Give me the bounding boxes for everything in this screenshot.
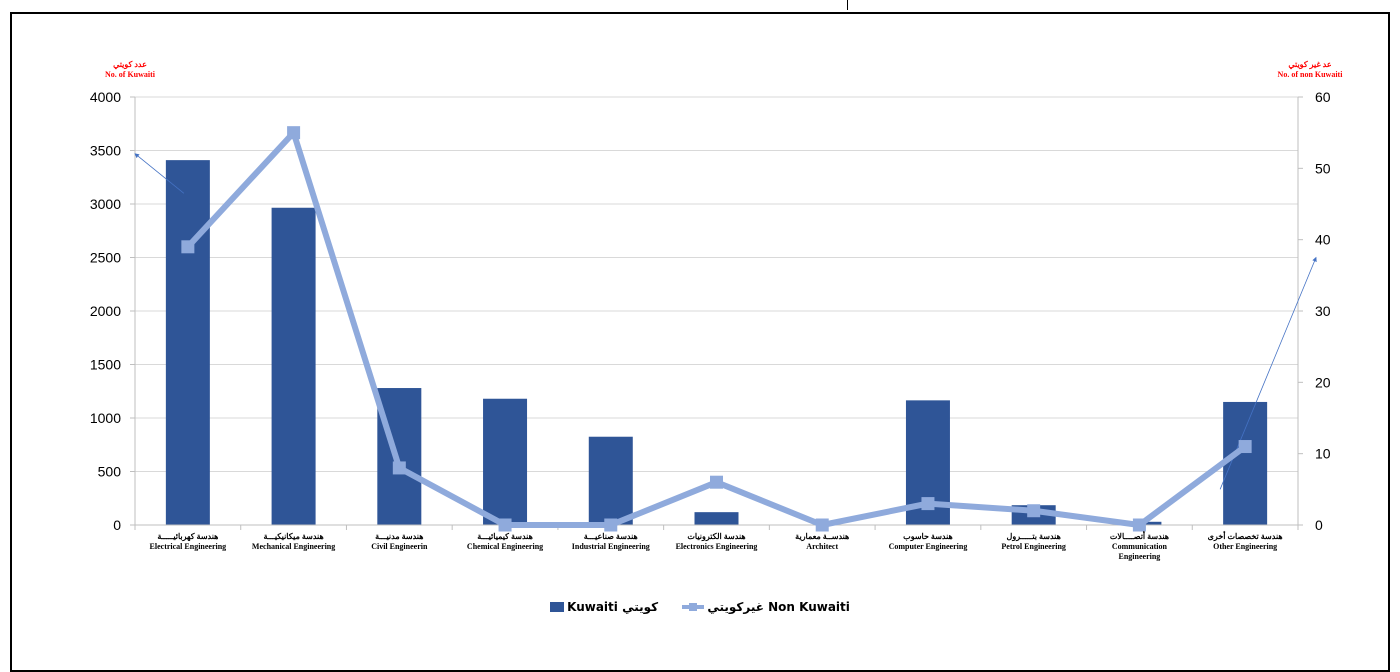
category-label-line: Industrial Engineering [572, 542, 650, 551]
line-marker-1 [287, 126, 301, 140]
category-label-line: Architect [806, 542, 838, 551]
legend-item-kuwaiti: Kuwaiti كويتي [550, 600, 658, 614]
line-marker-8 [1027, 504, 1041, 518]
right-tick-label-1: 10 [1315, 446, 1331, 462]
category-label-10: هندسة تخصصات أخرى Other Engineering [1208, 529, 1283, 551]
bar-3 [483, 398, 528, 525]
bar-1 [271, 207, 316, 525]
category-label-line: هندسة حاسوب [903, 532, 953, 542]
right-axis-title-ar: عد غير كويتي [1288, 60, 1332, 69]
category-label-3: هندسة كيميائيـــة Chemical Engineering [467, 532, 543, 551]
category-label-line: Chemical Engineering [467, 542, 543, 551]
bar-4 [588, 436, 633, 525]
right-tick-label-6: 60 [1315, 89, 1331, 105]
line-series-non-kuwaiti [181, 126, 1252, 532]
left-axis-title-en: No. of Kuwaiti [105, 70, 155, 79]
category-label-line: هندسة أتصــــالات [1110, 529, 1169, 541]
category-label-line: هندسة بتـــــرول [1007, 532, 1061, 542]
line-marker-10 [1238, 440, 1252, 454]
right-tick-label-4: 40 [1315, 232, 1331, 248]
legend-label-non-kuwaiti: غيركويتي Non Kuwaiti [707, 600, 850, 614]
category-label-4: هندسة صناعيـــة Industrial Engineering [572, 532, 650, 551]
left-axis-title: عدد كويتي No. of Kuwaiti [70, 60, 190, 80]
line-marker-2 [392, 461, 406, 475]
category-label-line: Communication [1112, 542, 1168, 551]
left-tick-label-1: 500 [98, 464, 122, 480]
left-axis-title-ar: عدد كويتي [113, 60, 147, 69]
right-tick-label-0: 0 [1315, 517, 1323, 533]
category-label-line: Engineering [1119, 552, 1161, 561]
category-label-line: Electrical Engineering [150, 542, 227, 551]
non-kuwaiti-line [185, 129, 1247, 528]
category-label-line: Petrol Engineering [1001, 542, 1066, 551]
top-edge-mark [847, 0, 848, 10]
right-tick-label-2: 20 [1315, 374, 1331, 390]
tick-labels: 0 500 1000 1500 2000 2500 3000 3500 4000 0 10 20 30 4… [90, 89, 1331, 533]
category-label-8: هندسة بتـــــرول Petrol Engineering [1001, 532, 1066, 551]
category-label-5: هندسة الكترونيات Electronics Engineering [676, 532, 758, 551]
left-tick-label-0: 0 [113, 517, 121, 533]
category-label-line: هندسة الكترونيات [687, 532, 745, 542]
right-axis-title-en: No. of non Kuwaiti [1277, 70, 1343, 79]
left-tick-label-3: 1500 [90, 357, 121, 373]
bar-2 [377, 388, 422, 525]
category-label-line: Mechanical Engineering [252, 542, 335, 551]
right-tick-label-5: 50 [1315, 160, 1331, 176]
category-label-1: هندسة ميكانيكيـــة Mechanical Engineering [252, 532, 335, 551]
right-axis-title: عد غير كويتي No. of non Kuwaiti [1250, 60, 1370, 80]
legend-item-non-kuwaiti: غيركويتي Non Kuwaiti [682, 600, 850, 614]
left-pointer-arrow [134, 153, 185, 194]
gridlines [135, 96, 1298, 472]
category-label-line: هندســة معمارية [795, 532, 849, 542]
category-label-line: هندسة كيميائيـــة [477, 532, 532, 541]
legend-label-kuwaiti: Kuwaiti كويتي [567, 600, 659, 614]
bar-10 [1223, 401, 1268, 525]
category-label-line: هندسة ميكانيكيـــة [264, 532, 324, 541]
legend: Kuwaiti كويتي غيركويتي Non Kuwaiti [0, 600, 1400, 615]
legend-line-swatch [682, 602, 705, 612]
bar-series-kuwaiti [165, 160, 1268, 525]
category-label-line: Other Engineering [1213, 542, 1277, 551]
left-tick-label-2: 1000 [90, 410, 121, 426]
line-marker-0 [181, 240, 195, 254]
category-label-line: هندسة مدنيـــة [375, 532, 423, 541]
category-labels: هندسة كهربائيـــــة Electrical Engineerin… [150, 529, 1283, 561]
category-label-line: هندسة صناعيـــة [584, 532, 638, 541]
category-label-line: Computer Engineering [889, 542, 968, 551]
left-tick-label-4: 2000 [90, 303, 121, 319]
left-tick-label-8: 4000 [90, 89, 121, 105]
line-marker-7 [921, 497, 935, 511]
line-marker-9 [1132, 518, 1146, 532]
line-marker-4 [604, 518, 618, 532]
category-label-7: هندسة حاسوب Computer Engineering [889, 532, 968, 551]
category-label-line: Civil Engineerin [371, 542, 428, 551]
category-label-0: هندسة كهربائيـــــة Electrical Engineerin… [150, 532, 227, 551]
line-marker-6 [815, 518, 829, 532]
category-label-line: Electronics Engineering [676, 542, 758, 551]
category-label-line: هندسة تخصصات أخرى [1208, 529, 1283, 542]
left-tick-label-5: 2500 [90, 250, 121, 266]
bar-5 [694, 512, 739, 525]
category-label-2: هندسة مدنيـــة Civil Engineerin [371, 532, 428, 551]
category-label-6: هندســة معمارية Architect [795, 532, 849, 551]
left-tick-label-6: 3000 [90, 196, 121, 212]
right-tick-label-3: 30 [1315, 303, 1331, 319]
bar-0 [165, 160, 210, 525]
legend-bar-swatch [550, 602, 565, 612]
axes [130, 96, 1303, 530]
line-marker-5 [710, 475, 723, 489]
line-marker-3 [498, 518, 512, 532]
category-label-9: هندسة أتصــــالات Communication Engineerin… [1110, 529, 1169, 561]
left-tick-label-7: 3500 [90, 143, 121, 159]
category-label-line: هندسة كهربائيـــــة [157, 532, 218, 542]
